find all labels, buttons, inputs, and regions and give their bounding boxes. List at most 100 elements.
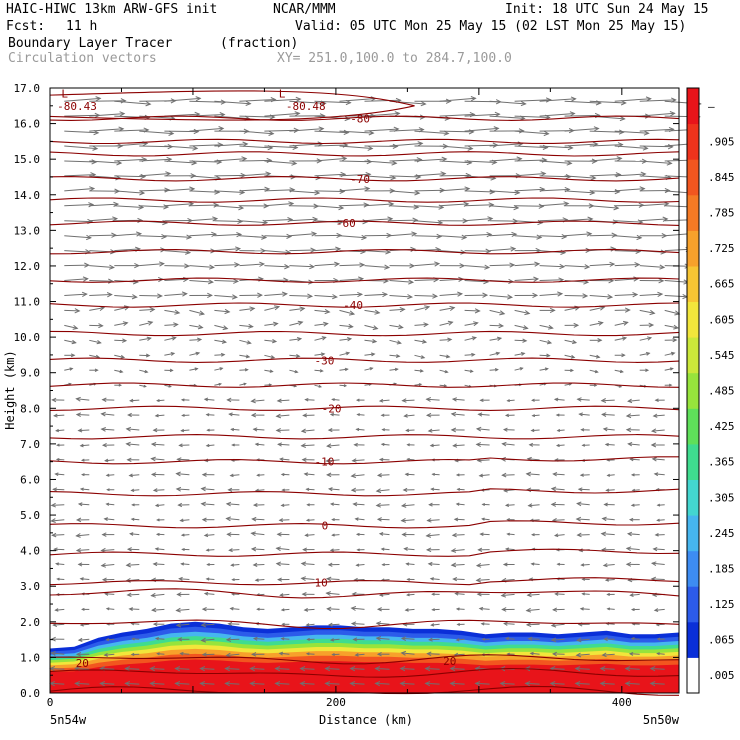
wind-vector	[125, 562, 140, 568]
vector-head	[443, 130, 450, 136]
vector-shaft	[126, 428, 140, 431]
vector-head	[606, 473, 611, 477]
vector-shaft	[589, 144, 623, 147]
wind-vector	[579, 473, 590, 477]
vector-shaft	[281, 608, 290, 611]
vector-head	[375, 636, 382, 641]
vector-shaft	[305, 534, 315, 536]
wind-vector	[524, 681, 540, 687]
vector-shaft	[306, 488, 315, 491]
wind-vector	[175, 471, 190, 477]
wind-vector	[424, 666, 440, 672]
vector-head	[227, 621, 233, 627]
wind-vector	[114, 354, 126, 359]
wind-vector	[101, 577, 115, 582]
vector-head	[354, 517, 359, 521]
vector-shaft	[306, 519, 315, 521]
vector-head	[77, 637, 83, 642]
wind-vector	[53, 413, 65, 418]
vector-head	[179, 518, 184, 523]
wind-vector	[589, 100, 627, 106]
vector-shaft	[555, 534, 565, 537]
wind-vector	[389, 367, 399, 372]
wind-vector	[489, 309, 506, 316]
wind-vector	[530, 428, 540, 433]
vector-shaft	[139, 263, 164, 267]
vector-shaft	[114, 205, 144, 208]
wind-vector	[364, 367, 374, 371]
wind-vector	[324, 666, 340, 672]
vector-shaft	[189, 144, 223, 147]
vector-shaft	[475, 682, 490, 685]
wind-vector	[552, 472, 565, 477]
vector-shaft	[125, 682, 140, 685]
vector-head	[169, 368, 174, 373]
vector-shaft	[151, 458, 165, 461]
vector-head	[570, 96, 577, 102]
wind-vector	[439, 145, 474, 151]
wind-vector	[556, 562, 565, 566]
vector-shaft	[427, 519, 440, 522]
vector-shaft	[439, 160, 472, 164]
wind-vector	[601, 652, 615, 658]
vector-head	[349, 666, 356, 672]
wind-vector	[375, 621, 390, 626]
vector-shaft	[464, 113, 500, 117]
contour-label: 20	[76, 657, 89, 670]
vector-shaft	[539, 98, 576, 102]
isotherm-line	[49, 577, 680, 586]
vector-head	[424, 305, 431, 311]
vector-shaft	[504, 623, 515, 625]
vector-shaft	[375, 668, 390, 670]
vector-shaft	[489, 309, 505, 315]
forecast-hour: 11 h	[66, 19, 98, 34]
wind-vector	[125, 441, 140, 447]
wind-vector	[389, 307, 406, 313]
wind-vector	[303, 607, 315, 612]
vector-shaft	[431, 623, 440, 626]
wind-vector	[77, 428, 90, 433]
vector-head	[498, 323, 505, 329]
vector-shaft	[439, 354, 450, 358]
vector-head	[669, 111, 676, 117]
wind-vector	[281, 488, 290, 492]
wind-vector	[389, 354, 401, 358]
wind-vector	[278, 651, 290, 656]
wind-vector	[364, 160, 398, 166]
wind-vector	[504, 503, 515, 507]
vector-shaft	[64, 130, 99, 134]
vector-head	[436, 233, 443, 239]
vector-shaft	[214, 100, 251, 105]
wind-vector	[139, 261, 165, 267]
wind-vector	[489, 204, 520, 211]
vector-shaft	[364, 250, 391, 253]
vector-shaft	[76, 534, 90, 537]
vector-head	[531, 398, 535, 402]
vector-head	[450, 427, 457, 433]
wind-vector	[364, 232, 393, 239]
wind-vector	[431, 592, 440, 596]
vector-shaft	[564, 143, 598, 147]
vector-head	[101, 397, 107, 403]
vector-head	[516, 156, 523, 162]
vector-shaft	[539, 235, 567, 238]
vector-head	[150, 456, 156, 462]
vector-head	[51, 532, 57, 538]
vector-head	[327, 622, 333, 627]
wind-vector	[229, 606, 240, 611]
vector-head	[444, 370, 449, 374]
vector-head	[380, 413, 385, 417]
wind-vector	[150, 472, 165, 477]
vector-head	[50, 650, 56, 656]
wind-vector	[50, 650, 65, 656]
wind-vector	[105, 502, 115, 506]
vector-shaft	[114, 322, 128, 326]
vector-head	[425, 547, 432, 553]
wind-vector	[314, 336, 327, 341]
vector-shaft	[439, 321, 453, 326]
vector-head	[219, 367, 224, 371]
wind-vector	[364, 309, 381, 315]
wind-vector	[614, 186, 646, 192]
colorbar-swatch	[687, 372, 699, 409]
vector-shaft	[464, 218, 493, 222]
